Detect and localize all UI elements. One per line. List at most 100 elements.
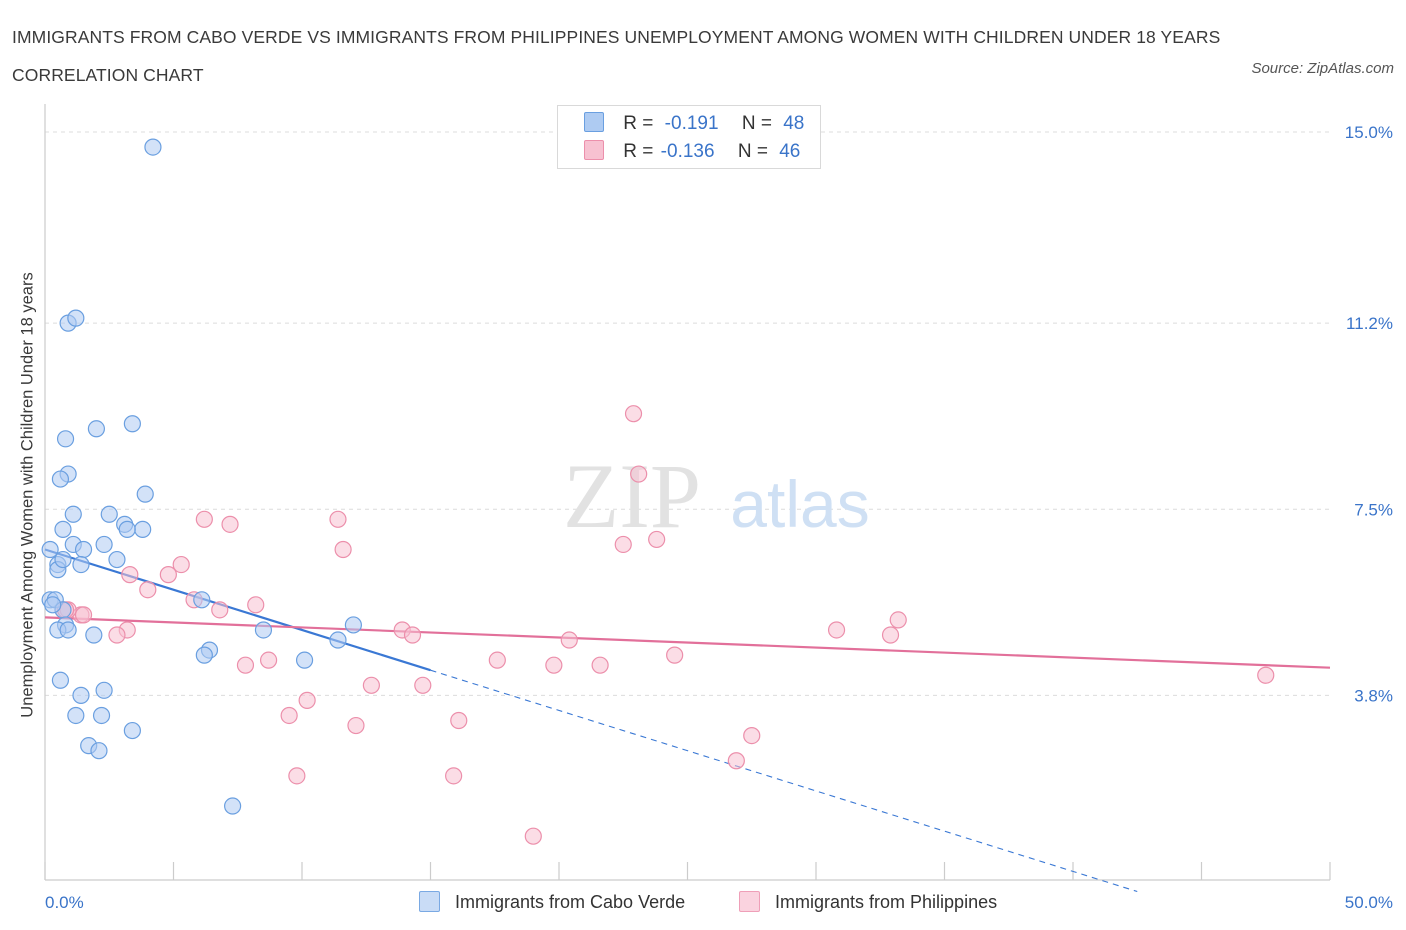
philippines-point [329,510,347,528]
cabo-verde-point [123,415,141,433]
y-tick-label: 7.5% [1354,500,1393,519]
watermark-atlas: atlas [730,467,869,541]
cabo-verde-point [95,681,113,699]
y-axis-label: Unemployment Among Women with Children U… [18,272,37,718]
philippines-point [414,676,432,694]
philippines-point [827,621,846,639]
legend-r-value: -0.191 [664,113,719,134]
cabo-verde-point [87,420,106,438]
x-tick-label: 50.0% [1345,893,1393,912]
source-label: Source: ZipAtlas.com [1251,60,1394,77]
philippines-point [889,611,907,629]
philippines-point [280,706,298,725]
series-name: Immigrants from Cabo Verde [455,892,686,912]
cabo-verde-point [123,721,141,740]
philippines-point [881,626,900,644]
cabo-verde-point [295,651,314,669]
data-points [41,138,1275,845]
legend-r-value: -0.136 [660,141,715,162]
philippines-point [74,606,93,624]
cabo-verde-trend-line [44,548,431,672]
legend-row-philippines: R = -0.136 N = 46 [584,138,800,166]
cabo-verde-point [67,309,85,327]
philippines-point [524,827,542,845]
cabo-verde-point [95,535,113,554]
cabo-verde-point [64,505,82,523]
y-tick-label: 15.0% [1345,123,1393,142]
philippines-point [743,726,761,745]
cabo-verde-point [51,671,70,689]
philippines-point [445,767,463,785]
philippines-point [334,540,352,559]
legend-r-label: R = [623,113,654,134]
philippines-point [211,601,229,619]
y-tick-label: 11.2% [1346,314,1393,333]
trend-lines [44,548,1331,893]
philippines-point [139,581,157,599]
legend-n-label: N = [737,141,768,162]
philippines-point [666,646,684,664]
cabo-verde-point [108,550,126,569]
philippines-point [450,711,468,730]
cabo-verde-point [72,555,90,574]
philippines-point [288,767,306,785]
x-tick-label: 0.0% [45,893,84,912]
philippines-point [247,596,265,614]
cabo-verde-trend-extension [430,669,1138,893]
cabo-verde-point [41,540,59,559]
cabo-verde-point [51,470,70,488]
philippines-point [172,555,190,574]
series-swatch-pink [739,891,760,912]
y-tick-label: 3.8% [1354,686,1393,705]
series-legend-cabo-verde: Immigrants from Cabo Verde [419,889,685,915]
cabo-verde-point [144,138,162,156]
cabo-verde-point [118,520,136,538]
cabo-verde-point [100,505,118,523]
cabo-verde-point [56,430,75,448]
legend-n-value: 48 [783,113,805,134]
legend-swatch-pink [584,140,604,160]
cabo-verde-point [90,742,108,760]
cabo-verde-point [85,626,103,644]
philippines-point [347,716,365,735]
legend-n-value: 46 [779,141,801,162]
cabo-verde-point [224,797,242,815]
cabo-verde-point [193,591,211,609]
philippines-point [727,752,745,770]
cabo-verde-point [329,631,347,649]
tick-labels: 3.8% 7.5% 11.2% 15.0% 0.0% 50.0% [45,123,1393,912]
legend-r-label: R = [623,141,654,162]
philippines-point [560,631,578,649]
philippines-point [614,535,632,554]
philippines-point [298,691,316,709]
series-swatch-blue [419,891,440,912]
philippines-point [121,566,139,584]
series-legend-philippines: Immigrants from Philippines [739,889,997,915]
philippines-point [630,465,648,483]
chart-title: IMMIGRANTS FROM CABO VERDE VS IMMIGRANTS… [12,27,1221,85]
watermark-zip: ZIP [563,445,701,547]
cabo-verde-point [195,646,213,664]
series-legend: Immigrants from Cabo Verde Immigrants fr… [0,889,1406,915]
philippines-point [545,656,563,674]
cabo-verde-point [59,621,77,639]
philippines-point [1257,666,1275,684]
philippines-point [624,405,643,423]
philippines-point [259,651,278,669]
cabo-verde-point [67,706,85,725]
legend-n-label: N = [741,113,772,134]
cabo-verde-point [254,621,273,639]
philippines-point [648,530,666,549]
cabo-verde-point [44,596,62,614]
philippines-point [221,515,239,533]
philippines-point [108,626,126,644]
legend-swatch-blue [584,112,604,132]
philippines-point [236,656,255,674]
cabo-verde-point [54,520,72,538]
series-name: Immigrants from Philippines [775,892,998,912]
philippines-point [362,676,380,694]
cabo-verde-point [72,686,90,704]
philippines-point [159,566,177,584]
legend-row-cabo-verde: R = -0.191 N = 48 [584,110,804,138]
